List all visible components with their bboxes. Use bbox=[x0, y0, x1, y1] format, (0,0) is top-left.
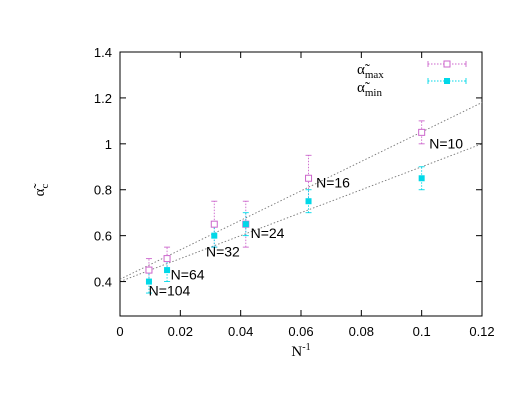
point-annotations: N=10 N=16 N=24 N=32N=64N=104 bbox=[149, 135, 464, 298]
legend-swatch-min bbox=[427, 78, 467, 84]
fit-lines bbox=[119, 102, 483, 282]
y-tick-label: 1.4 bbox=[94, 45, 112, 60]
axis-ticks: 0 0.02 0.04 0.06 0.08 0.1 0.12 0.4 0.6 0.8 1 1.2 1.4 bbox=[94, 45, 495, 339]
y-tick-label: 0.8 bbox=[94, 183, 112, 198]
data-point-max bbox=[305, 174, 313, 182]
y-tick-label: 1 bbox=[105, 137, 112, 152]
fit-line-min bbox=[119, 143, 483, 282]
data-point-max bbox=[145, 266, 153, 274]
annotation-label: N=10 bbox=[429, 135, 463, 151]
data-point-min bbox=[418, 175, 425, 182]
legend-entry-max: α̃max bbox=[357, 60, 467, 81]
y-tick-label: 0.4 bbox=[94, 275, 112, 290]
legend-marker bbox=[444, 78, 450, 84]
data-point-max bbox=[163, 255, 171, 263]
x-tick-label: 0.12 bbox=[469, 324, 494, 339]
legend-entry-min: α̃min bbox=[357, 78, 467, 99]
data-point-max bbox=[210, 220, 218, 228]
x-tick-label: 0.06 bbox=[288, 324, 313, 339]
legend-swatch-max bbox=[427, 60, 467, 68]
data-point-min bbox=[242, 221, 249, 228]
x-tick-label: 0.02 bbox=[168, 324, 193, 339]
fit-line-max bbox=[119, 102, 483, 280]
data-point-min bbox=[145, 278, 152, 285]
x-tick-label: 0.04 bbox=[228, 324, 253, 339]
data-points bbox=[145, 128, 426, 285]
legend-marker bbox=[443, 60, 451, 68]
y-tick-label: 0.6 bbox=[94, 229, 112, 244]
data-point-min bbox=[164, 267, 171, 274]
data-point-max bbox=[418, 128, 426, 136]
y-tick-label: 1.2 bbox=[94, 91, 112, 106]
data-point-min bbox=[211, 232, 218, 239]
annotation-label: N=24 bbox=[251, 225, 285, 241]
legend-label-min: α̃min bbox=[357, 80, 382, 99]
x-axis-label: N-1 bbox=[291, 342, 310, 360]
annotation-label: N=104 bbox=[149, 282, 191, 298]
x-tick-label: 0.08 bbox=[349, 324, 374, 339]
x-tick-label: 0 bbox=[116, 324, 123, 339]
legend: α̃max α̃min bbox=[357, 60, 467, 99]
y-axis-label: α̃c bbox=[32, 184, 51, 197]
x-tick-label: 0.1 bbox=[413, 324, 431, 339]
data-point-min bbox=[305, 198, 312, 205]
annotation-label: N=16 bbox=[316, 174, 350, 190]
annotation-label: N=32 bbox=[206, 243, 240, 259]
annotation-label: N=64 bbox=[171, 266, 205, 282]
legend-label-max: α̃max bbox=[357, 62, 384, 81]
